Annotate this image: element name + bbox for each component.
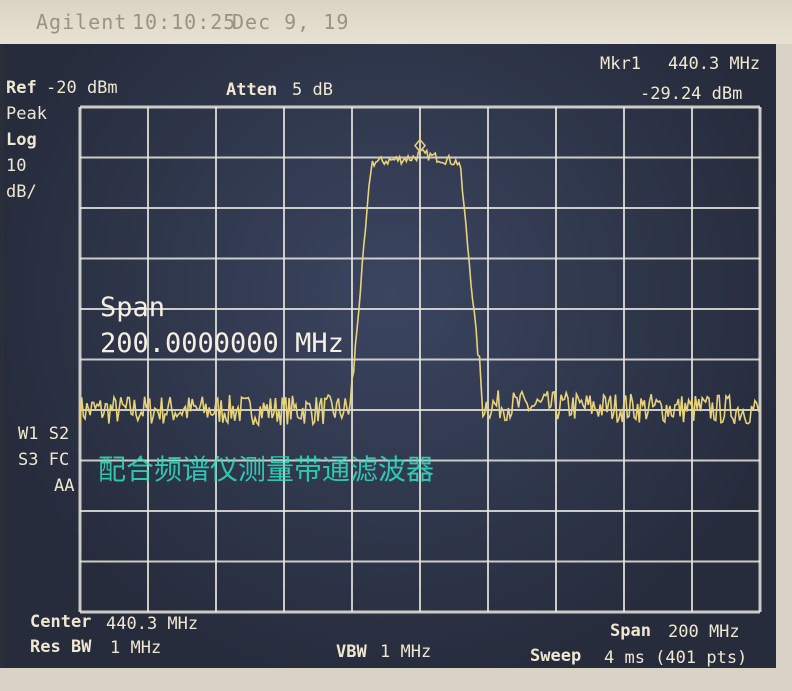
bezel bbox=[0, 668, 792, 691]
marker-label: Mkr1 bbox=[600, 54, 641, 74]
bezel bbox=[776, 44, 792, 670]
instrument-header: Agilent 10:10:25 Dec 9, 19 bbox=[0, 0, 792, 44]
marker-diamond bbox=[414, 138, 426, 153]
detector: Peak bbox=[6, 104, 47, 124]
scale-value: 10 bbox=[6, 156, 27, 176]
span-annotation-value: 200.0000000 MHz bbox=[100, 328, 344, 359]
brand: Agilent bbox=[36, 10, 128, 34]
atten-value: 5 dB bbox=[292, 80, 333, 100]
scale-type: Log bbox=[6, 130, 37, 150]
center-label: Center bbox=[30, 612, 92, 632]
span-annotation-label: Span bbox=[100, 292, 166, 323]
sweep-value: 4 ms (401 pts) bbox=[604, 648, 748, 668]
marker-freq: 440.3 MHz bbox=[668, 54, 761, 74]
clock: 10:10:25 bbox=[132, 10, 237, 34]
scale-unit: dB/ bbox=[6, 182, 37, 202]
trace-flags: AA bbox=[54, 476, 75, 496]
date: Dec 9, 19 bbox=[232, 10, 350, 34]
atten-label: Atten bbox=[226, 80, 278, 100]
trace-flags: S3 FC bbox=[18, 450, 70, 470]
vbw-label: VBW bbox=[336, 642, 367, 662]
marker-level: -29.24 dBm bbox=[640, 84, 743, 104]
caption-overlay: 配合频谱仪测量带通滤波器 bbox=[98, 453, 435, 486]
rbw-label: Res BW bbox=[30, 637, 92, 657]
span-value: 200 MHz bbox=[668, 622, 740, 642]
center-value: 440.3 MHz bbox=[106, 614, 199, 634]
trace-flags: W1 S2 bbox=[18, 424, 70, 444]
analyzer-screen bbox=[4, 44, 778, 670]
ref-label: Ref bbox=[6, 78, 37, 98]
sweep-label: Sweep bbox=[530, 646, 582, 666]
vbw-value: 1 MHz bbox=[380, 642, 432, 662]
ref-value: -20 dBm bbox=[46, 78, 118, 98]
rbw-value: 1 MHz bbox=[110, 638, 162, 658]
span-label: Span bbox=[610, 621, 651, 641]
spectrum-trace bbox=[79, 148, 761, 428]
